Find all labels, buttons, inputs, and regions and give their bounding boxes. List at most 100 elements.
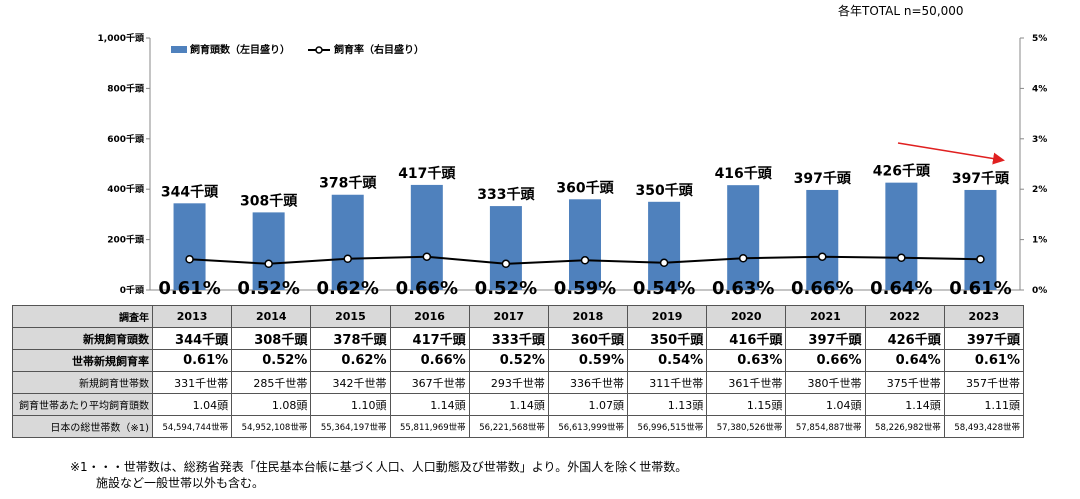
rate-point	[738, 253, 748, 263]
bar	[727, 185, 760, 290]
table-row: 新規飼育世帯数 331千世帯 285千世帯 342千世帯 367千世帯 293千世帯 336…	[12, 371, 1025, 394]
right-tick-label: 1%	[1032, 236, 1047, 246]
bar-data-label: 360千頭	[556, 179, 614, 196]
table-cell: 1.07頭	[547, 393, 629, 416]
rate-point	[185, 255, 194, 264]
left-tick-label: 600千頭	[107, 133, 145, 145]
table-cell: 1.04頭	[785, 393, 866, 416]
table-cell: 311千世帯	[627, 371, 708, 394]
legend-bar-label: 飼育頭数（左目盛り）	[189, 43, 290, 56]
table-cell: 56,221,568世帯	[468, 415, 549, 438]
table-cell: 54,952,108世帯	[231, 415, 312, 438]
rate-data-label: 0.61%	[949, 278, 1011, 299]
footnote-1: ※1・・・世帯数は、総務省発表「住民基本台帳に基づく人口、人口動態及び世帯数」よ…	[70, 460, 688, 474]
table-cell: 378千頭	[310, 327, 391, 350]
rate-data-label: 0.52%	[237, 278, 299, 299]
left-tick-label: 200千頭	[107, 234, 145, 246]
left-axis: 0千頭 200千頭 400千頭 600千頭 800千頭 1,000千頭	[98, 32, 1020, 296]
bar	[410, 184, 443, 290]
bar-data-label: 397千頭	[794, 170, 852, 187]
rate-point	[976, 255, 985, 264]
bar	[885, 182, 918, 290]
table-year-cell: 2018	[547, 305, 629, 328]
table-year-cell: 2016	[389, 305, 470, 328]
bar-data-label: 333千頭	[477, 186, 535, 203]
table-cell: 293千世帯	[468, 371, 549, 394]
table-cell: 1.04頭	[151, 393, 233, 416]
rate-data-label: 0.63%	[712, 278, 774, 299]
table-cell: 0.61%	[151, 349, 233, 372]
table-cell: 416千頭	[706, 327, 787, 350]
table-cell: 336千世帯	[547, 371, 629, 394]
table-cell: 0.61%	[943, 349, 1025, 372]
right-axis: 0% 1% 2% 3% 4% 5%	[1019, 34, 1047, 296]
right-tick-label: 4%	[1032, 84, 1047, 94]
table-cell: 1.08頭	[231, 393, 312, 416]
sample-size-label: 各年TOTAL n=50,000	[838, 4, 964, 18]
table-year-cell: 2019	[627, 305, 708, 328]
table-cell: 57,380,526世帯	[706, 415, 787, 438]
table-cell: 1.14頭	[864, 393, 945, 416]
rate-data-label: 0.61%	[158, 278, 220, 299]
table-cell: 350千頭	[627, 327, 708, 350]
table-cell: 375千世帯	[864, 371, 945, 394]
legend: 飼育頭数（左目盛り） 飼育率（右目盛り）	[171, 43, 424, 56]
table-row: 日本の総世帯数（※1) 54,594,744世帯 54,952,108世帯 55,36…	[12, 415, 1025, 438]
table-cell: 54,594,744世帯	[151, 415, 233, 438]
table-year-cell: 2023	[943, 305, 1025, 328]
table-year-cell: 2014	[231, 305, 312, 328]
table-cell: 1.14頭	[389, 393, 470, 416]
bar	[806, 189, 839, 290]
right-tick-label: 5%	[1032, 34, 1047, 44]
trend-arrow-line	[897, 142, 1005, 165]
table-cell: 426千頭	[864, 327, 945, 350]
table-year-cell: 2020	[706, 305, 787, 328]
table-cell: 57,854,887世帯	[785, 415, 866, 438]
left-tick-label: 1,000千頭	[98, 32, 145, 44]
table-cell: 285千世帯	[231, 371, 312, 394]
table-cell: 342千世帯	[310, 371, 391, 394]
table-cell: 0.59%	[547, 349, 629, 372]
table-cell: 1.15頭	[706, 393, 787, 416]
combo-chart: 0千頭 200千頭 400千頭 600千頭 800千頭 1,000千頭 0% 1% 2% 3% 4…	[98, 32, 1048, 299]
left-tick-label: 400千頭	[107, 183, 145, 195]
table-cell: 55,811,969世帯	[389, 415, 470, 438]
table-row: 新規飼育頭数 344千頭 308千頭 378千頭 417千頭 333千頭 360千頭 350千…	[12, 327, 1025, 350]
bar-data-label: 344千頭	[161, 183, 219, 200]
rate-point	[659, 258, 669, 268]
table-cell: 0.64%	[864, 349, 945, 372]
table-year-cell: 2017	[468, 305, 549, 328]
bar	[489, 206, 522, 290]
table-cell: 333千頭	[468, 327, 549, 350]
rate-data-label: 0.62%	[317, 278, 379, 299]
table-row-label: 新規飼育世帯数	[12, 371, 153, 394]
bar-data-label: 397千頭	[952, 170, 1010, 187]
table-cell: 0.52%	[468, 349, 549, 372]
rate-point	[264, 259, 273, 269]
rate-point	[580, 256, 590, 265]
table-row-label: 飼育世帯あたり平均飼育頭数	[12, 393, 153, 416]
rate-point	[501, 259, 511, 269]
table-year-cell: 2022	[864, 305, 945, 328]
table-cell: 0.52%	[231, 349, 312, 372]
bar-series: 344千頭 308千頭 378千頭 417千頭 333千頭 360千頭 350千頭 416千頭…	[161, 163, 1010, 290]
table-year-cell: 2015	[310, 305, 391, 328]
rate-point	[343, 254, 352, 264]
table-year-cell: 2021	[785, 305, 866, 328]
table-cell: 1.14頭	[468, 393, 549, 416]
table-year-cell: 2013	[151, 305, 233, 328]
legend-line-label: 飼育率（右目盛り）	[333, 43, 424, 56]
rate-point	[897, 253, 906, 262]
table-cell: 331千世帯	[151, 371, 233, 394]
rate-data-label: 0.52%	[475, 278, 537, 299]
left-tick-label: 0千頭	[120, 284, 145, 296]
table-cell: 1.11頭	[943, 393, 1025, 416]
table-cell: 417千頭	[389, 327, 470, 350]
bar	[964, 189, 997, 290]
bar-data-label: 426千頭	[873, 163, 931, 180]
bar-data-label: 416千頭	[715, 165, 773, 182]
bar	[569, 199, 601, 290]
data-table: 調査年 2013 2014 2015 2016 2017 2018 2019 2020 2021 2…	[12, 305, 1025, 438]
table-cell: 0.66%	[785, 349, 866, 372]
table-cell: 357千世帯	[943, 371, 1025, 394]
